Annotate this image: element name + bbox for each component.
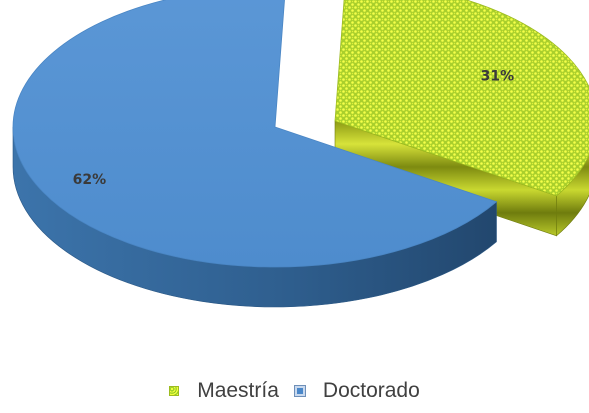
dotted-yellow-green-square-icon (169, 386, 180, 396)
legend-label-maestria: Maestría (197, 379, 279, 402)
pie-data-labels: 31% 62% (73, 68, 514, 188)
chart-legend: Maestría Doctorado (0, 378, 589, 404)
pie-slices (12, 0, 589, 308)
data-label-doctorado: 62% (73, 172, 107, 188)
legend-label-doctorado: Doctorado (322, 379, 420, 402)
legend-item-doctorado: Doctorado (293, 379, 420, 403)
pie-slice-doctorado (12, 0, 498, 268)
legend-item-maestria: Maestría (169, 379, 279, 403)
pie-slice-maestria (334, 0, 589, 197)
blue-square-icon (293, 385, 306, 397)
data-label-maestria: 31% (481, 68, 515, 84)
